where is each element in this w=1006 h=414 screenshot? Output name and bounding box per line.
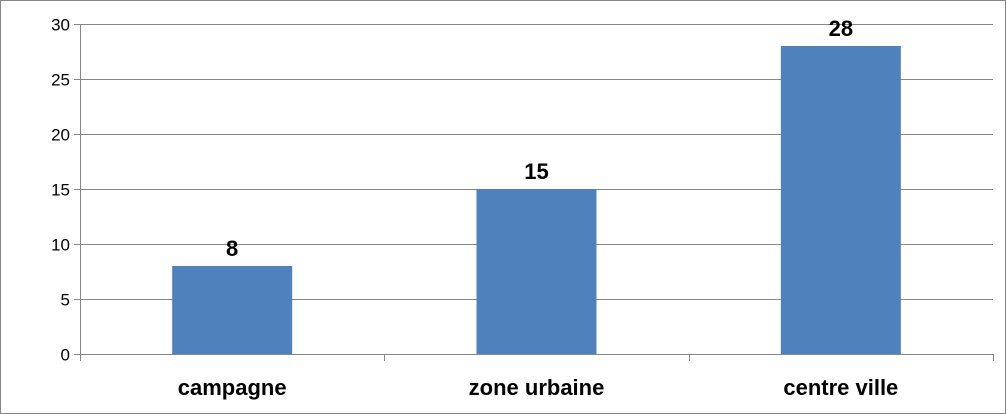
y-tick-label: 0 xyxy=(61,346,70,365)
x-category-label: campagne xyxy=(178,375,287,400)
axes xyxy=(74,24,994,361)
y-tick-label: 30 xyxy=(51,16,70,35)
x-category-label: centre ville xyxy=(783,375,898,400)
y-tick-label: 10 xyxy=(51,236,70,255)
bar-zone-urbaine xyxy=(476,189,597,354)
bar-centre-ville xyxy=(780,46,901,354)
y-tick-label: 20 xyxy=(51,126,70,145)
y-tick-label: 5 xyxy=(61,291,70,310)
y-tick-label: 15 xyxy=(51,181,70,200)
y-tick-label: 25 xyxy=(51,71,70,90)
data-label: 28 xyxy=(829,16,853,41)
labels: 0 5 10 15 20 25 30 8 campagne 15 zone urbaine 28 cen… xyxy=(51,16,898,401)
data-label: 15 xyxy=(524,159,548,184)
data-label: 8 xyxy=(226,236,238,261)
bars xyxy=(172,46,901,354)
x-category-label: zone urbaine xyxy=(469,375,605,400)
bar-campagne xyxy=(172,266,293,354)
